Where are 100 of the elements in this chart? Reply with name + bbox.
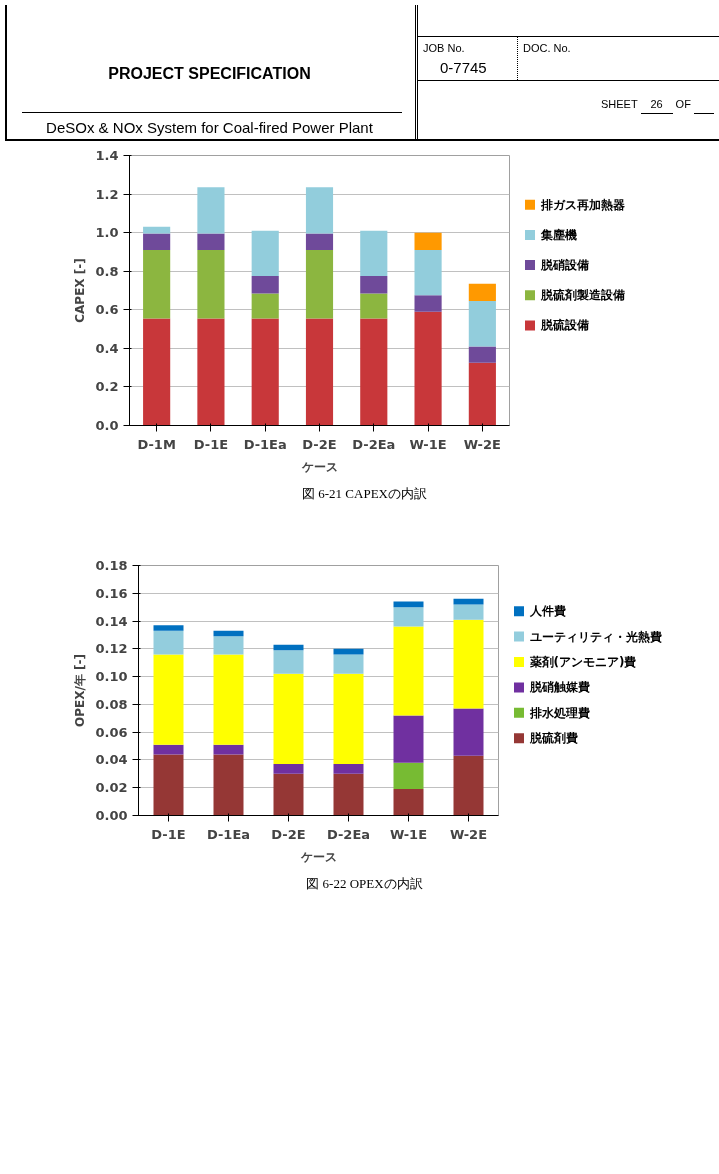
bar [213, 744, 244, 755]
y-tick-label: 0.04 [95, 752, 128, 768]
text: JOB No. [423, 41, 465, 56]
y-tick-label: 0.14 [95, 613, 128, 629]
bar [251, 230, 279, 277]
legend-label: 排水処理費 [528, 705, 590, 720]
bar [393, 601, 424, 608]
bar [414, 311, 442, 426]
bar [360, 276, 388, 294]
y-tick-label: 0.0 [95, 418, 119, 433]
x-tick-label: D-1E [151, 826, 186, 842]
x-axis-title: ケース [300, 459, 338, 474]
x-tick-label: D-1Ea [206, 826, 251, 842]
legend-label: 人件費 [528, 604, 566, 619]
y-tick-label: 0.8 [95, 263, 119, 279]
bar [273, 644, 304, 651]
y-tick-label: 0.18 [95, 558, 128, 573]
y-axis-title: OPEX/年 [-] [73, 654, 88, 727]
bar [305, 318, 334, 426]
bar [453, 708, 484, 756]
text: 26 [640, 97, 673, 114]
bar [333, 773, 364, 816]
bar [197, 318, 225, 426]
bar [414, 250, 442, 296]
legend-label: 脱硝設備 [539, 258, 589, 273]
bar [143, 226, 171, 234]
text: DOC. No. [523, 41, 571, 56]
y-tick-label: 0.4 [95, 340, 119, 356]
bar [468, 301, 496, 347]
bar [143, 250, 171, 319]
bar [197, 187, 225, 234]
legend-label: 脱硝触媒費 [528, 680, 590, 695]
caption: 図 6-21 CAPEXの内訳 [301, 485, 428, 503]
legend-label: ユーティリティ・光熱費 [529, 629, 662, 644]
bar [143, 318, 171, 426]
bar [213, 630, 244, 637]
bar [468, 283, 496, 302]
caption: 図 6-22 OPEXの内訳 [305, 875, 424, 893]
bar [360, 230, 388, 277]
bar [197, 250, 225, 319]
y-tick-label: 0.00 [95, 808, 128, 823]
x-tick-label: W-2E [463, 436, 501, 452]
y-tick-label: 0.08 [95, 696, 128, 712]
y-tick-label: 0.16 [95, 585, 128, 601]
x-tick-label: D-1M [137, 436, 176, 452]
bar [360, 318, 388, 426]
bar [251, 293, 279, 319]
legend-label: 脱硫設備 [539, 318, 589, 333]
bar [468, 346, 496, 363]
text: PROJECT SPECIFICATION [107, 64, 312, 84]
bar [153, 630, 184, 655]
y-tick-label: 0.2 [95, 379, 119, 395]
bar [213, 636, 244, 655]
x-tick-label: D-2E [271, 826, 306, 842]
bar [453, 755, 484, 816]
y-tick-label: 0.6 [95, 302, 119, 318]
bar [393, 607, 424, 627]
bar [273, 673, 304, 765]
bar [393, 626, 424, 716]
bar [251, 276, 279, 294]
bar [333, 673, 364, 765]
text: SHEET [601, 98, 638, 110]
x-tick-label: W-2E [449, 826, 488, 842]
bar [153, 754, 184, 816]
bar [305, 250, 334, 319]
bar [213, 754, 244, 816]
bar [273, 764, 304, 774]
text: OF [675, 98, 691, 110]
x-tick-label: D-1E [193, 436, 229, 452]
legend-label: 薬剤(アンモニア)費 [528, 655, 637, 670]
x-axis-title: ケース [299, 849, 337, 864]
bar [360, 293, 388, 319]
bar [143, 233, 171, 250]
bar [393, 715, 424, 763]
x-tick-label: W-1E [409, 436, 447, 452]
text: 0-7745 [440, 58, 487, 78]
bar [414, 232, 442, 250]
bar [305, 233, 334, 250]
bar [251, 318, 279, 426]
legend-label: 脱硫剤費 [528, 731, 578, 746]
legend-label: 集塵機 [539, 227, 577, 242]
text: DeSOx & NOx System for Coal-fired Power Plant [45, 118, 374, 138]
bar [153, 625, 184, 631]
x-tick-label: D-1Ea [243, 436, 287, 452]
bar [333, 648, 364, 655]
y-tick-label: 0.06 [95, 724, 128, 740]
bar [393, 789, 424, 816]
y-tick-label: 1.4 [95, 148, 119, 163]
bar [333, 654, 364, 674]
bar [305, 187, 334, 234]
x-tick-label: W-1E [389, 826, 428, 842]
bar [197, 233, 225, 250]
bar [393, 762, 424, 790]
y-tick-label: 0.12 [95, 641, 128, 657]
y-tick-label: 0.10 [95, 669, 128, 685]
bar [468, 362, 496, 426]
bar [453, 598, 484, 605]
bar [213, 654, 244, 745]
bar [273, 650, 304, 674]
bar [153, 654, 184, 745]
